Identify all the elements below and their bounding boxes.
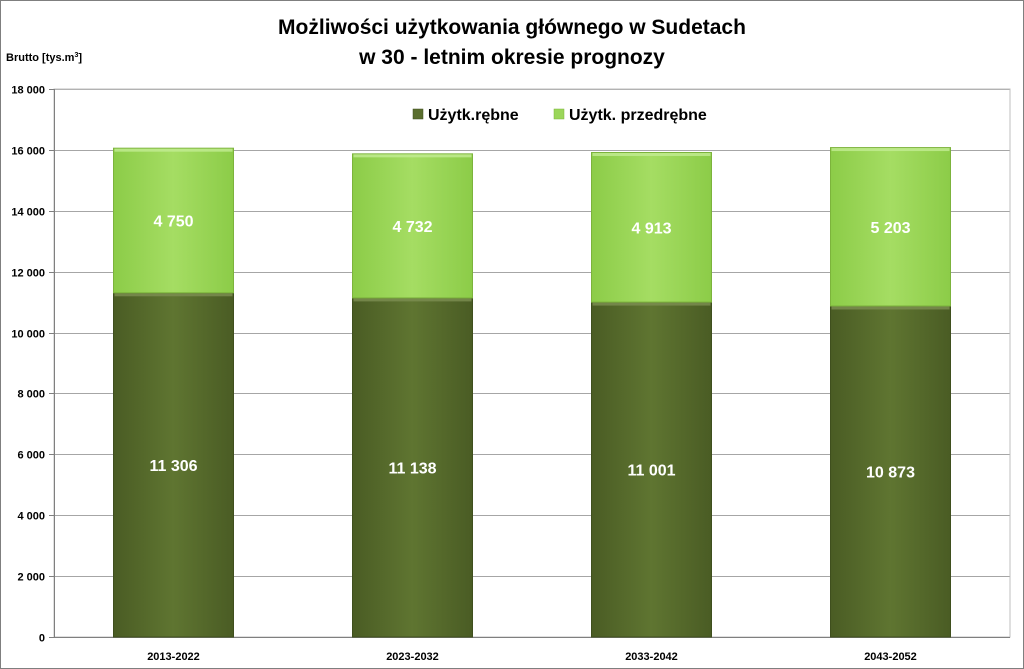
bar-top-highlight [353,298,472,302]
bar-top-highlight [831,306,950,310]
bar-rebne [113,292,234,638]
x-tick-label: 2033-2042 [625,651,678,663]
y-tick-label: 6 000 [17,450,45,462]
y-axis-label-text: Brutto [tys.m [6,52,75,64]
legend: Użytk.rębne Użytk. przedrębne [412,107,707,124]
y-axis-label: Brutto [tys.m3] [6,52,82,64]
y-axis-label-superscript: 3 [74,52,79,59]
x-tick-label: 2013-2022 [147,651,200,663]
y-tick-label: 10 000 [11,329,45,341]
data-label: 4 750 [153,213,193,230]
legend-label: Użytk.rębne [428,107,519,124]
y-axis-label-end: ] [78,52,83,64]
chart-title-line-1: Możliwości użytkowania głównego w Sudeta… [278,16,746,39]
data-label: 11 001 [627,463,675,480]
y-tick-label: 12 000 [11,268,45,280]
bar-przedrebne [830,147,951,307]
bar-top-highlight [592,153,711,157]
legend-label: Użytk. przedrębne [569,107,707,124]
x-tick-label: 2023-2032 [386,651,439,663]
bar-top-highlight [831,148,950,152]
bar-przedrebne [352,153,473,299]
bar-top-highlight [114,293,233,297]
data-label: 4 732 [392,219,432,236]
data-label: 4 913 [631,220,671,237]
bar-top-highlight [592,302,711,306]
y-tick-label: 18 000 [11,85,45,97]
data-labels: 11 306 4 750 11 138 4 732 11 001 4 913 10 873 5… [149,213,915,481]
legend-swatch [553,108,565,120]
y-tick-label: 2 000 [17,572,45,584]
bar-rebne [352,297,473,638]
data-label: 11 306 [149,458,197,475]
y-tick-label: 8 000 [17,389,45,401]
bar-top-highlight [114,148,233,152]
bar-przedrebne [591,152,712,303]
bar-top-highlight [353,154,472,158]
y-tick-label: 16 000 [11,146,45,158]
y-tick-label: 14 000 [11,207,45,219]
legend-swatch [412,108,424,120]
bars [113,147,951,638]
bar-przedrebne [113,147,234,294]
data-label: 5 203 [870,220,910,237]
chart-title-line-2: w 30 - letnim okresie prognozy [359,46,665,69]
data-label: 10 873 [866,464,915,481]
x-tick-label: 2043-2052 [864,651,917,663]
bar-rebne [591,301,712,638]
y-tick-label: 4 000 [17,511,45,523]
y-tick-label: 0 [39,633,45,645]
data-label: 11 138 [388,460,436,477]
bar-rebne [830,305,951,638]
